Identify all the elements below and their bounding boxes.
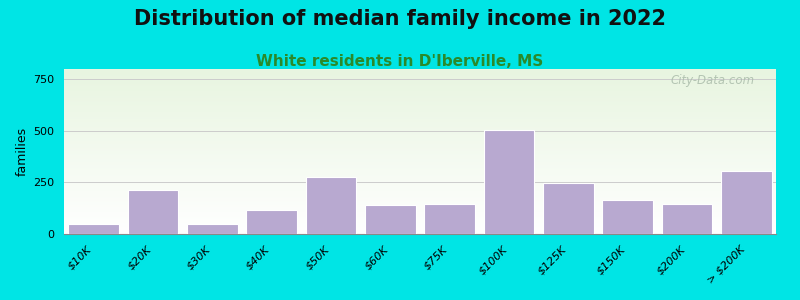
- Bar: [543, 184, 594, 234]
- Y-axis label: families: families: [16, 127, 29, 176]
- Bar: [425, 204, 475, 234]
- Bar: [128, 190, 178, 234]
- Bar: [246, 210, 297, 234]
- Bar: [602, 200, 653, 234]
- Bar: [721, 171, 771, 234]
- Bar: [662, 204, 712, 234]
- Bar: [484, 130, 534, 234]
- Text: Distribution of median family income in 2022: Distribution of median family income in …: [134, 9, 666, 29]
- Text: City-Data.com: City-Data.com: [670, 74, 754, 87]
- Bar: [306, 177, 356, 234]
- Bar: [69, 224, 119, 234]
- Bar: [365, 205, 415, 234]
- Bar: [187, 224, 238, 234]
- Text: White residents in D'Iberville, MS: White residents in D'Iberville, MS: [256, 54, 544, 69]
